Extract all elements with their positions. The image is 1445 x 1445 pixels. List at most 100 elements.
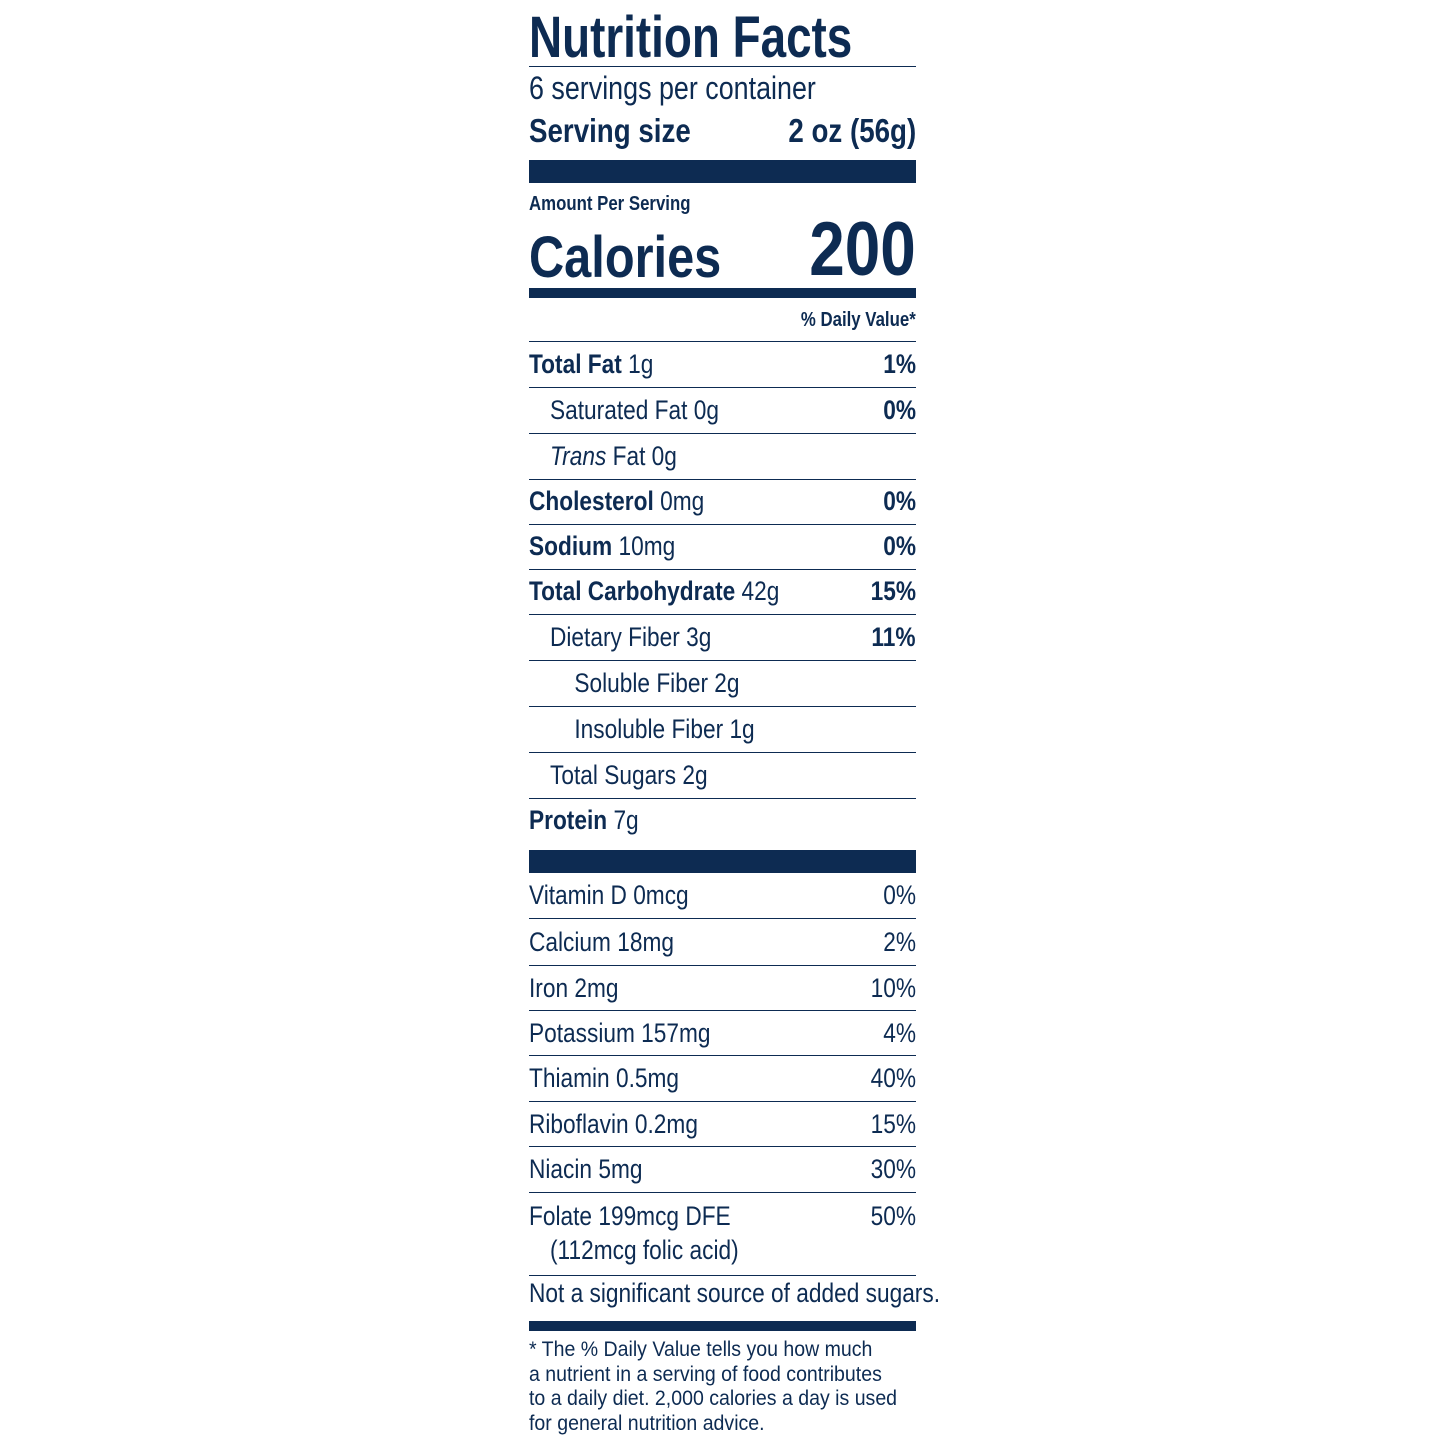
vitamin-label: Vitamin D 0mcg: [529, 880, 689, 911]
vitamin-dv: 0%: [883, 880, 916, 910]
nutrient-name: Protein: [529, 805, 608, 835]
nutrient-row: Dietary Fiber 3g 11%: [529, 615, 916, 661]
nutrient-label: Soluble Fiber 2g: [529, 667, 740, 699]
vitamin-name: Folate 199mcg DFE: [529, 1201, 731, 1231]
nutrient-label: Total Sugars 2g: [529, 760, 708, 791]
nutrient-dv: 0%: [883, 394, 916, 425]
nutrient-amount: 0mg: [660, 485, 705, 516]
vitamin-dv: 2%: [883, 926, 916, 957]
nutrient-label: Insoluble Fiber 1g: [529, 713, 755, 745]
nutrient-name: Soluble Fiber: [574, 667, 708, 698]
dv-header-row: % Daily Value*: [529, 300, 916, 342]
nutrient-name: Dietary Fiber: [550, 621, 680, 652]
nutrient-label: Cholesterol 0mg: [529, 486, 704, 517]
nutrient-name: Total Sugars: [550, 759, 677, 790]
vitamin-name: Calcium 18mg: [529, 926, 674, 957]
nutrient-row: Insoluble Fiber 1g: [529, 707, 916, 753]
nutrient-amount: 1g: [628, 348, 654, 379]
vitamin-row: Vitamin D 0mcg 0%: [529, 873, 916, 919]
nutrient-name: Total Carbohydrate: [529, 575, 736, 606]
vitamin-dv: 15%: [870, 1108, 916, 1139]
vitamin-dv: 40%: [870, 1063, 916, 1093]
vitamin-row: Riboflavin 0.2mg 15%: [529, 1102, 916, 1147]
vitamin-name: Riboflavin 0.2mg: [529, 1108, 698, 1139]
vitamin-label: Iron 2mg: [529, 973, 619, 1004]
amount-per-serving: Amount Per Serving: [529, 193, 691, 215]
nutrient-amount: 42g: [741, 575, 780, 606]
nutrient-name: Sodium: [529, 530, 613, 561]
dv-header: % Daily Value*: [801, 309, 916, 331]
vitamin-row: Calcium 18mg 2%: [529, 919, 916, 966]
vitamin-row: Potassium 157mg 4%: [529, 1011, 916, 1056]
vitamin-label: Niacin 5mg: [529, 1154, 642, 1185]
nutrient-name: Saturated Fat: [550, 394, 688, 425]
nutrient-name: Trans: [550, 440, 607, 471]
servings: 6 servings per container: [529, 70, 816, 106]
amount-box: Amount Per Serving: [529, 193, 916, 216]
nutrient-dv: 15%: [870, 575, 916, 606]
vitamin-name: Iron 2mg: [529, 972, 619, 1003]
vitamin-dv: 30%: [870, 1154, 916, 1184]
nutrient-name: Cholesterol: [529, 485, 654, 516]
title-box: Nutrition Facts: [529, 4, 916, 70]
vitamin-name: Thiamin 0.5mg: [529, 1063, 680, 1093]
nutrient-label: Trans Fat 0g: [529, 441, 677, 472]
nutrient-name: Total Fat: [529, 348, 622, 379]
footnote-line: to a daily diet. 2,000 calories a day is…: [529, 1387, 898, 1410]
nutrient-row: Saturated Fat 0g 0%: [529, 388, 916, 434]
nutrient-amount: Fat 0g: [612, 440, 677, 471]
nutrient-amount: 3g: [686, 621, 712, 652]
vitamin-note: (112mcg folic acid): [550, 1235, 739, 1265]
nutrient-row: Trans Fat 0g: [529, 434, 916, 480]
vitamin-name: Vitamin D 0mcg: [529, 880, 689, 910]
serving-size-label: Serving size: [529, 112, 691, 149]
nutrient-label: Dietary Fiber 3g: [529, 622, 711, 653]
nutrient-row: Total Sugars 2g: [529, 753, 916, 799]
vitamin-dv: 4%: [883, 1017, 916, 1048]
serving-size-value: 2 oz (56g): [788, 112, 916, 149]
nutrient-dv: 0%: [883, 485, 916, 516]
nutrient-dv: 1%: [883, 348, 916, 379]
nutrient-row: Sodium 10mg 0%: [529, 524, 916, 570]
nutrient-amount: 7g: [613, 805, 639, 835]
vitamin-label: Riboflavin 0.2mg: [529, 1109, 698, 1140]
nutrient-label: Sodium 10mg: [529, 531, 675, 562]
added-sugars-box: Not a significant source of added sugars…: [529, 1278, 940, 1309]
added-sugars-note: Not a significant source of added sugars…: [529, 1278, 941, 1308]
vitamin-row: Folate 199mcg DFE (112mcg folic acid) 50%: [529, 1193, 916, 1276]
nutrient-label: Saturated Fat 0g: [529, 395, 719, 426]
vitamin-label: Folate 199mcg DFE (112mcg folic acid): [529, 1193, 739, 1267]
nutrient-row: Soluble Fiber 2g: [529, 661, 916, 707]
nutrient-label: Total Fat 1g: [529, 349, 653, 380]
nutrient-row: Cholesterol 0mg 0%: [529, 479, 916, 525]
calories-value: 200: [809, 207, 916, 292]
calories: Calories 200: [529, 208, 916, 288]
medium-rule: [529, 288, 916, 298]
nutrient-label: Total Carbohydrate 42g: [529, 576, 779, 607]
nutrient-amount: 0g: [693, 394, 719, 425]
nutrient-dv: 0%: [883, 530, 916, 561]
nutrient-amount: 1g: [729, 713, 755, 744]
medium-rule: [529, 1321, 916, 1331]
title: Nutrition Facts: [529, 5, 853, 70]
footnote: * The % Daily Value tells you how much a …: [529, 1338, 916, 1436]
footnote-line: for general nutrition advice.: [529, 1411, 765, 1435]
vitamin-row: Thiamin 0.5mg 40%: [529, 1056, 916, 1102]
vitamin-name: Potassium 157mg: [529, 1017, 711, 1048]
vitamin-row: Iron 2mg 10%: [529, 966, 916, 1011]
nutrient-row: Total Fat 1g 1%: [529, 342, 916, 388]
calories-label: Calories: [529, 225, 722, 290]
vitamin-name: Niacin 5mg: [529, 1154, 643, 1184]
vitamin-dv: 10%: [870, 972, 916, 1003]
nutrient-dv: 11%: [871, 621, 916, 652]
footnote-line: * The % Daily Value tells you how much: [529, 1338, 873, 1361]
vitamin-row: Niacin 5mg 30%: [529, 1147, 916, 1193]
vitamin-label: Calcium 18mg: [529, 927, 674, 958]
vitamin-label: Potassium 157mg: [529, 1018, 711, 1049]
nutrient-row: Total Carbohydrate 42g 15%: [529, 569, 916, 615]
footnote-line: a nutrient in a serving of food contribu…: [529, 1362, 882, 1386]
nutrient-label: Protein 7g: [529, 805, 639, 836]
nutrient-amount: 2g: [714, 667, 740, 698]
vitamin-label: Thiamin 0.5mg: [529, 1063, 679, 1094]
